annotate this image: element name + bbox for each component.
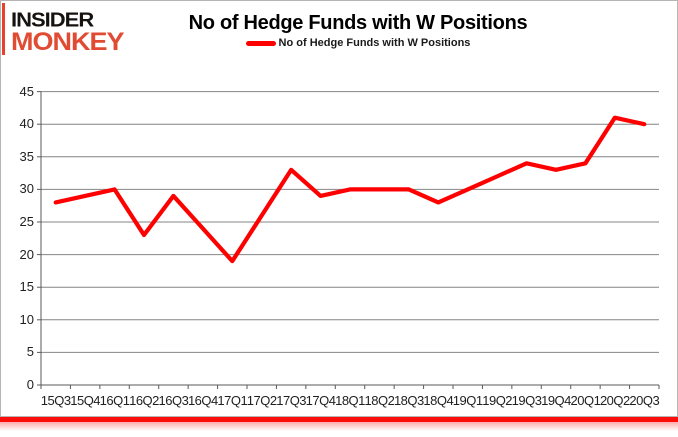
x-tick-label: 16Q3 <box>158 393 189 408</box>
legend-label: No of Hedge Funds with W Positions <box>278 37 471 49</box>
x-tick-label: 16Q4 <box>187 393 218 408</box>
y-tick-label: 20 <box>19 246 34 262</box>
legend-line-marker <box>245 40 276 46</box>
y-tick-label: 5 <box>26 344 34 360</box>
x-tick-label: 19Q2 <box>482 393 513 408</box>
legend: No of Hedge Funds with W Positions <box>41 37 675 49</box>
y-tick-label: 35 <box>19 148 34 164</box>
y-tick-label: 40 <box>19 116 34 132</box>
x-tick-label: 17Q1 <box>217 393 248 408</box>
x-tick-label: 15Q3 <box>40 393 71 408</box>
y-tick-label: 25 <box>19 214 34 229</box>
logo-text-insider: INSIDER <box>11 8 94 32</box>
x-tick-label: 17Q4 <box>305 393 336 408</box>
y-tick-label: 45 <box>19 83 34 99</box>
bottom-red-border <box>0 417 678 422</box>
x-tick-label: 18Q1 <box>335 393 365 408</box>
x-tick-label: 19Q3 <box>511 393 542 408</box>
x-tick-label: 18Q3 <box>393 393 424 408</box>
x-tick-label: 20Q3 <box>629 393 660 408</box>
x-tick-label: 16Q2 <box>129 393 159 408</box>
y-tick-label: 0 <box>26 377 34 392</box>
logo-text-monkey: MONKEY <box>11 28 125 56</box>
chart-card: INSIDER MONKEY No of Hedge Funds with W … <box>0 0 678 417</box>
x-tick-label: 20Q2 <box>599 393 630 408</box>
insider-monkey-logo: INSIDER MONKEY <box>11 8 125 57</box>
x-tick-label: 16Q1 <box>99 393 130 408</box>
x-tick-label: 17Q2 <box>246 393 277 408</box>
y-tick-label: 15 <box>19 279 34 295</box>
x-tick-label: 19Q4 <box>541 393 571 408</box>
bottom-red-glow <box>0 422 678 431</box>
series-line <box>53 115 647 264</box>
x-tick-label: 15Q4 <box>70 393 101 408</box>
chart-title: No of Hedge Funds with W Positions <box>188 12 528 34</box>
x-tick-label: 17Q3 <box>276 393 307 408</box>
x-tick-label: 20Q1 <box>570 393 601 408</box>
left-red-accent-bar <box>2 3 5 55</box>
x-tick-label: 18Q2 <box>364 393 395 408</box>
x-tick-label: 19Q1 <box>452 393 483 408</box>
y-tick-label: 10 <box>19 311 34 327</box>
x-tick-label: 18Q4 <box>423 393 454 408</box>
y-tick-label: 30 <box>19 181 34 197</box>
